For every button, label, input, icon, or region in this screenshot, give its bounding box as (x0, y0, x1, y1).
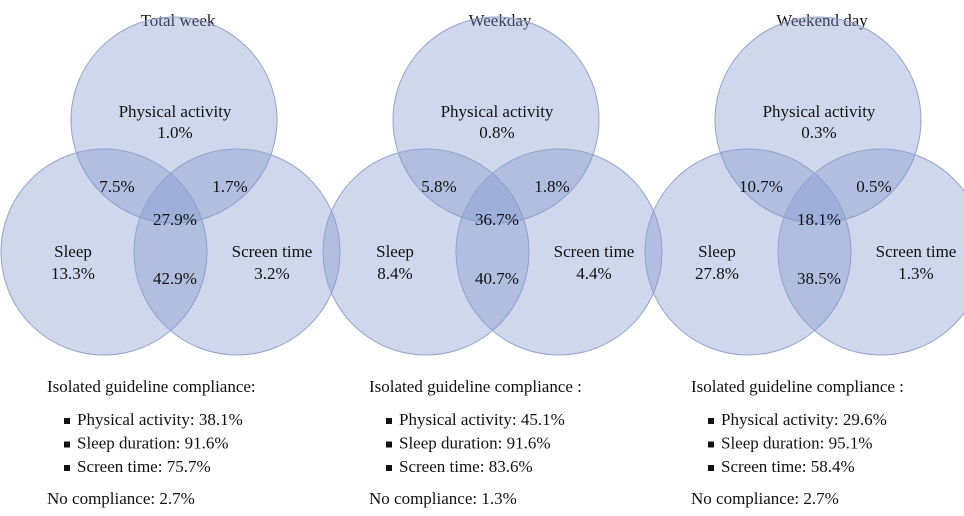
screen-time-circle (777, 148, 964, 356)
physical-activity-circle (714, 16, 922, 224)
region-label: Screen time (232, 242, 313, 261)
compliance-item: Physical activity: 45.1% (399, 410, 565, 429)
region-value: 4.4% (576, 264, 611, 283)
region-value: 0.5% (856, 177, 891, 196)
bullet (64, 418, 70, 424)
compliance-item: Screen time: 75.7% (77, 457, 211, 476)
no-compliance: No compliance: 2.7% (47, 489, 195, 508)
bullet (708, 441, 714, 448)
region-label: Physical activity (441, 102, 554, 121)
compliance-item: Physical activity: 29.6% (721, 410, 887, 429)
region-value: 36.7% (475, 210, 519, 229)
sleep-circle (0, 148, 208, 356)
region-value: 13.3% (51, 264, 95, 283)
no-compliance: No compliance: 2.7% (691, 489, 839, 508)
compliance-item: Sleep duration: 91.6% (77, 433, 229, 452)
panel-title: Weekend day (776, 11, 868, 30)
region-value: 7.5% (99, 177, 134, 196)
compliance-item: Sleep duration: 95.1% (721, 433, 873, 452)
bullet (386, 441, 392, 448)
compliance-item: Sleep duration: 91.6% (399, 433, 551, 452)
screen-time-circle (133, 148, 341, 356)
compliance-item: Screen time: 58.4% (721, 457, 855, 476)
compliance-item: Screen time: 83.6% (399, 457, 533, 476)
bullet (708, 418, 714, 424)
region-value: 0.8% (479, 123, 514, 142)
region-value: 5.8% (421, 177, 456, 196)
region-value: 38.5% (797, 269, 841, 288)
region-label: Physical activity (119, 102, 232, 121)
physical-activity-circle (392, 16, 600, 224)
compliance-heading: Isolated guideline compliance: (47, 377, 256, 396)
region-label: Sleep (54, 242, 92, 261)
region-value: 40.7% (475, 269, 519, 288)
region-label: Sleep (376, 242, 414, 261)
panel-title: Weekday (469, 11, 532, 30)
region-value: 18.1% (797, 210, 841, 229)
region-value: 10.7% (739, 177, 783, 196)
bullet (708, 465, 714, 471)
region-label: Screen time (876, 242, 957, 261)
region-value: 1.7% (212, 177, 247, 196)
bullet (386, 465, 392, 471)
panel-title: Total week (141, 11, 216, 30)
bullet (386, 418, 392, 424)
sleep-circle (322, 148, 530, 356)
region-value: 27.8% (695, 264, 739, 283)
region-value: 1.3% (898, 264, 933, 283)
bullet (64, 465, 70, 471)
bullet (64, 441, 70, 448)
region-value: 8.4% (377, 264, 412, 283)
region-value: 0.3% (801, 123, 836, 142)
region-label: Physical activity (763, 102, 876, 121)
compliance-item: Physical activity: 38.1% (77, 410, 243, 429)
region-value: 1.0% (157, 123, 192, 142)
region-value: 42.9% (153, 269, 197, 288)
screen-time-circle (455, 148, 663, 356)
region-value: 3.2% (254, 264, 289, 283)
no-compliance: No compliance: 1.3% (369, 489, 517, 508)
region-value: 27.9% (153, 210, 197, 229)
region-label: Screen time (554, 242, 635, 261)
compliance-heading: Isolated guideline compliance : (691, 377, 904, 396)
sleep-circle (644, 148, 852, 356)
region-value: 1.8% (534, 177, 569, 196)
region-label: Sleep (698, 242, 736, 261)
physical-activity-circle (70, 16, 278, 224)
compliance-heading: Isolated guideline compliance : (369, 377, 582, 396)
